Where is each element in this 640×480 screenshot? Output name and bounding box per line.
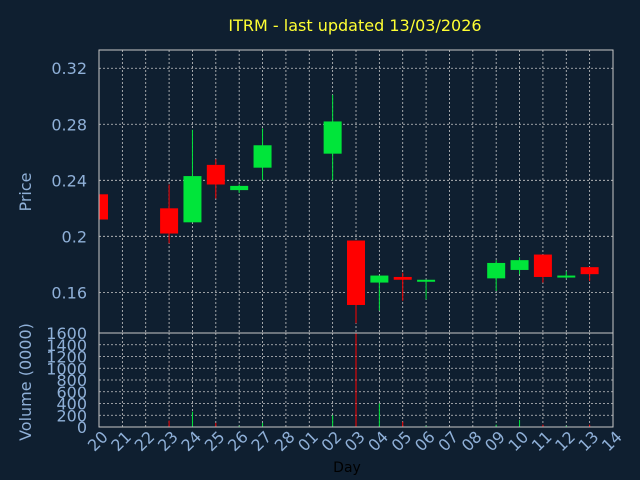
price-tick-label: 0.28 [51, 115, 87, 134]
chart-title: ITRM - last updated 13/03/2026 [228, 16, 481, 35]
volume-axis-label: Volume (0000) [16, 323, 35, 441]
volume-bars [168, 333, 591, 427]
volume-tick-label: 0 [77, 418, 87, 437]
volume-tick-label: 1200 [46, 348, 87, 367]
volume-tick-label: 800 [56, 371, 87, 390]
price-tick-label: 0.16 [51, 283, 87, 302]
price-tick-label: 0.32 [51, 59, 87, 78]
volume-tick-label: 400 [56, 395, 87, 414]
volume-panel-frame [98, 332, 614, 428]
candle-body [253, 145, 272, 168]
candle-body [557, 275, 576, 278]
volume-tick-label: 1400 [46, 336, 87, 355]
candle-body [99, 194, 108, 220]
candle-body [580, 267, 599, 275]
price-tick-label: 0.24 [51, 171, 87, 190]
x-ticks: 2021222324252627280102030405060708091011… [84, 427, 626, 455]
volume-tick-label: 1000 [46, 359, 87, 378]
volume-tick-label: 1600 [46, 324, 87, 343]
candle-body [323, 121, 342, 154]
candles [98, 94, 599, 324]
candle-body [393, 276, 412, 280]
candle-body [487, 262, 506, 279]
x-axis-label: Day [333, 460, 361, 476]
price-axis-label: Price [16, 172, 35, 211]
candle-body [206, 164, 225, 185]
candle-body [370, 275, 389, 283]
candle-body [347, 240, 365, 305]
candle-body [160, 208, 179, 234]
volume-tick-label: 600 [56, 383, 87, 402]
price-y-ticks: 0.32 0.28 0.24 0.2 0.16 [51, 59, 87, 302]
candle-body [510, 260, 529, 270]
price-tick-label: 0.2 [62, 227, 87, 246]
candle-body [183, 176, 202, 223]
volume-tick-label: 200 [56, 406, 87, 425]
candle-body [230, 185, 249, 191]
candle-body [533, 254, 552, 277]
candle-body [417, 279, 436, 282]
